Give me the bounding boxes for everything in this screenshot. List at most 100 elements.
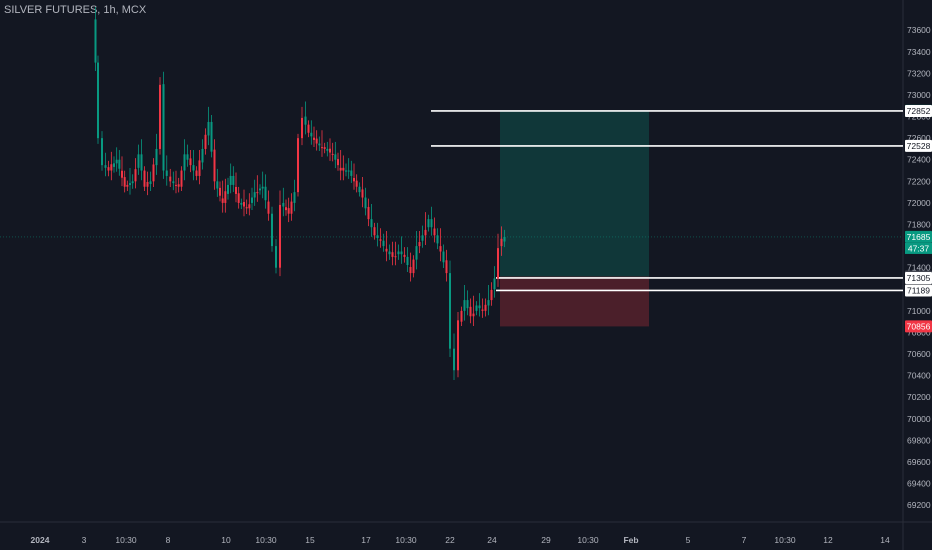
candle-body — [406, 256, 409, 265]
x-tick-label: Feb — [623, 535, 638, 545]
candle-body — [259, 188, 261, 191]
x-tick-label: 5 — [686, 535, 691, 545]
candle-body — [442, 251, 445, 263]
candle-body — [463, 300, 466, 311]
price-tag-bg — [905, 230, 932, 243]
candle-body — [339, 167, 342, 171]
candle-body — [315, 138, 318, 144]
candle-body — [240, 202, 243, 205]
y-tick-label: 71400 — [907, 263, 931, 273]
x-tick-label: 17 — [361, 535, 371, 545]
candle-body — [162, 84, 165, 171]
candle-body — [210, 121, 213, 152]
price-tag: 72528 — [905, 139, 932, 152]
candle-body — [388, 251, 391, 255]
candle-body — [484, 304, 487, 311]
x-tick-label: 10:30 — [577, 535, 599, 545]
candle-body — [235, 186, 237, 194]
candle-body — [140, 154, 143, 171]
candle-body — [118, 159, 121, 169]
price-tag-bg — [905, 104, 932, 117]
x-tick-label: 29 — [541, 535, 551, 545]
candle-body — [469, 306, 472, 317]
y-tick-label: 70800 — [907, 327, 931, 337]
candle-body — [248, 204, 251, 209]
candle-body — [329, 148, 331, 153]
candle-body — [149, 181, 152, 185]
candle-body — [453, 348, 455, 371]
price-tag-bg — [905, 320, 932, 333]
candle-body — [415, 246, 418, 260]
y-tick-label: 70600 — [907, 349, 931, 359]
candle-body — [175, 184, 177, 186]
y-tick-label: 72600 — [907, 133, 931, 143]
x-tick-label: 24 — [487, 535, 497, 545]
price-tag-label: 72852 — [907, 106, 931, 116]
candle-body — [412, 259, 415, 274]
candle-body — [192, 165, 195, 171]
candle-body — [472, 313, 475, 317]
candle-body — [219, 187, 221, 196]
candle-body — [279, 204, 281, 268]
candle-body — [421, 235, 424, 241]
candle-body — [216, 181, 219, 189]
candle-body — [189, 158, 192, 166]
x-tick-label: 15 — [305, 535, 315, 545]
candle-body — [373, 227, 376, 236]
countdown-label: 47:37 — [908, 243, 930, 253]
candle-body — [195, 170, 198, 176]
candle-body — [245, 207, 248, 209]
candle-body — [436, 235, 439, 244]
candle-body — [101, 138, 103, 166]
candle-body — [376, 235, 379, 239]
candle-body — [198, 160, 201, 176]
candle-body — [397, 251, 400, 255]
candle-body — [97, 62, 99, 139]
candle-body — [152, 164, 155, 182]
candle-body — [186, 154, 189, 160]
candle-body — [229, 175, 232, 185]
candle-body — [287, 208, 290, 214]
x-tick-label: 2024 — [31, 535, 50, 545]
candle-body — [104, 165, 107, 168]
candle-body — [481, 309, 484, 311]
price-tag: 71305 — [905, 271, 932, 284]
candle-body — [307, 124, 310, 133]
candle-body — [361, 189, 364, 198]
candle-body — [256, 192, 259, 194]
candle-body — [297, 138, 299, 193]
candle-body — [137, 154, 140, 168]
candle-body — [282, 202, 285, 207]
x-tick-label: 10:30 — [774, 535, 796, 545]
candle-body — [347, 170, 350, 172]
candle-body — [123, 177, 126, 187]
profit-zone — [500, 110, 649, 277]
x-tick-label: 10:30 — [115, 535, 137, 545]
y-tick-label: 69400 — [907, 479, 931, 489]
x-tick-label: 3 — [82, 535, 87, 545]
candle-body — [232, 175, 235, 185]
y-tick-label: 69800 — [907, 435, 931, 445]
candle-body — [126, 184, 129, 187]
price-tag: 71189 — [905, 284, 932, 297]
y-tick-label: 73200 — [907, 68, 931, 78]
candle-body — [313, 137, 315, 140]
candle-body — [337, 159, 339, 166]
candle-body — [207, 121, 210, 136]
price-tag-label: 71189 — [907, 285, 930, 295]
candle-body — [221, 198, 224, 203]
candle-body — [115, 159, 118, 164]
candle-body — [177, 184, 180, 187]
candle-body — [345, 170, 347, 172]
y-tick-label: 73400 — [907, 47, 931, 57]
price-tag: 71685 — [905, 230, 932, 243]
y-tick-label: 72000 — [907, 198, 931, 208]
y-tick-label: 73600 — [907, 25, 931, 35]
candle-body — [146, 182, 149, 187]
candle-body — [275, 246, 277, 268]
candle-body — [355, 180, 358, 187]
candle-body — [500, 238, 503, 247]
candle-body — [121, 170, 123, 178]
candle-body — [418, 242, 421, 247]
